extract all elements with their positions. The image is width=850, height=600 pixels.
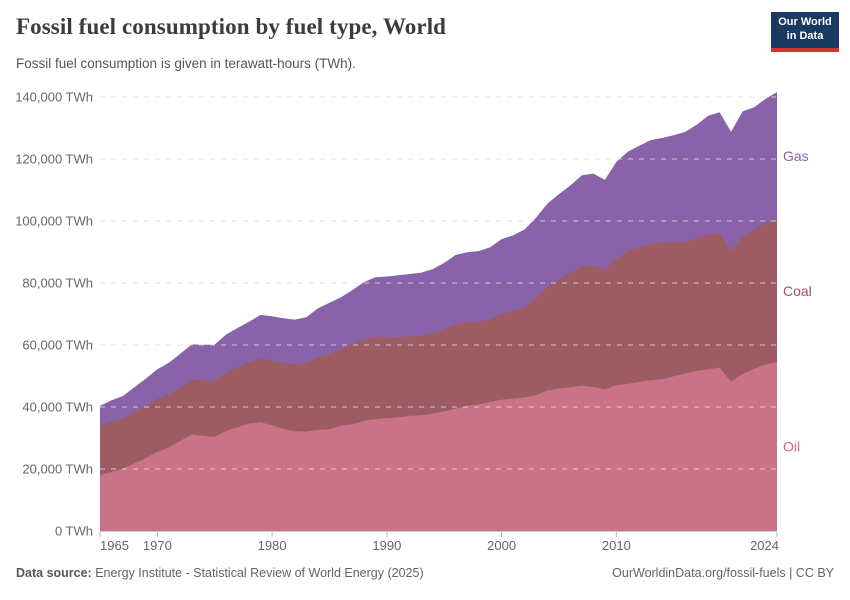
series-label-gas: Gas	[783, 148, 809, 164]
chart-footer: Data source: Energy Institute - Statisti…	[16, 566, 834, 580]
x-tick-label: 2024	[750, 538, 779, 553]
chart-title: Fossil fuel consumption by fuel type, Wo…	[16, 14, 447, 39]
x-tick-label: 2000	[487, 538, 516, 553]
x-tick-label: 1980	[258, 538, 287, 553]
series-label-oil: Oil	[783, 439, 800, 455]
x-tick-label: 1970	[143, 538, 172, 553]
y-tick-label: 40,000 TWh	[22, 400, 93, 415]
area-oil	[100, 362, 777, 531]
owid-logo-line2: in Data	[786, 30, 824, 42]
y-tick-label: 60,000 TWh	[22, 338, 93, 353]
x-tick-label: 1965	[100, 538, 129, 553]
footer-source-text: Energy Institute - Statistical Review of…	[95, 566, 424, 580]
y-tick-label: 140,000 TWh	[15, 90, 93, 105]
x-tick-label: 1990	[372, 538, 401, 553]
footer-source: Data source: Energy Institute - Statisti…	[16, 566, 424, 580]
y-tick-label: 20,000 TWh	[22, 462, 93, 477]
x-tick-label: 2010	[602, 538, 631, 553]
owid-logo-line1: Our World	[778, 16, 832, 29]
footer-credit-link[interactable]: OurWorldinData.org/fossil-fuels | CC BY	[612, 566, 834, 580]
owid-logo[interactable]: Our World in Data	[771, 12, 839, 52]
y-tick-label: 80,000 TWh	[22, 276, 93, 291]
stacked-area-chart: 0 TWh 20,000 TWh 40,000 TWh 60,000 TWh 80,00…	[15, 90, 812, 554]
y-tick-label: 0 TWh	[55, 524, 93, 539]
series-label-coal: Coal	[783, 283, 812, 299]
footer-source-label: Data source:	[16, 566, 92, 580]
y-tick-label: 120,000 TWh	[15, 152, 93, 167]
y-tick-label: 100,000 TWh	[15, 214, 93, 229]
chart-subtitle: Fossil fuel consumption is given in tera…	[16, 56, 356, 71]
